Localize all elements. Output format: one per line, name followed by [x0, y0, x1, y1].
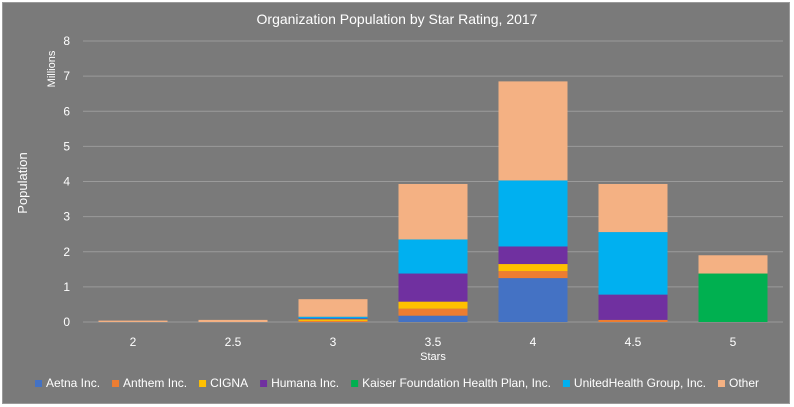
legend-item: Kaiser Foundation Health Plan, Inc. — [351, 376, 551, 390]
bar-segment — [298, 299, 368, 317]
gridlines — [83, 40, 783, 323]
bar-segment — [398, 301, 468, 309]
y-tick-label: 3 — [63, 210, 70, 224]
chart-title: Organization Population by Star Rating, … — [257, 11, 538, 27]
bar-segment — [498, 271, 568, 279]
legend-label: Kaiser Foundation Health Plan, Inc. — [362, 376, 551, 390]
bar-segment — [298, 318, 368, 320]
legend-swatch — [112, 380, 120, 387]
legend-label: UnitedHealth Group, Inc. — [574, 376, 706, 390]
x-tick-label: 4.5 — [625, 335, 642, 349]
legend-label: Aetna Inc. — [46, 376, 100, 390]
x-tick-label: 2 — [130, 335, 137, 349]
y-tick-labels: 0 1 2 3 4 5 6 7 8 — [63, 34, 70, 329]
bar-segment — [598, 232, 668, 295]
bar-segment — [298, 316, 368, 319]
bar-segment — [398, 315, 468, 322]
bar-segment — [298, 320, 368, 322]
bar-segment — [398, 308, 468, 316]
x-tick-label: 5 — [730, 335, 737, 349]
y-tick-label: 6 — [63, 104, 70, 118]
legend: Aetna Inc. Anthem Inc. CIGNA Humana Inc. Kai… — [34, 376, 759, 390]
legend-item: Anthem Inc. — [112, 376, 187, 390]
bar-segment — [498, 81, 568, 181]
bars — [98, 81, 768, 322]
bar-segment — [398, 273, 468, 302]
legend-swatch — [34, 380, 42, 387]
bar-segment — [698, 255, 768, 274]
stacked-bar-chart: Organization Population by Star Rating, … — [15, 11, 783, 390]
legend-item: Aetna Inc. — [34, 376, 100, 390]
y-tick-label: 4 — [63, 175, 70, 189]
legend-label: CIGNA — [210, 376, 248, 390]
bar-segment — [598, 183, 668, 233]
legend-swatch — [717, 380, 725, 387]
legend-label: Humana Inc. — [271, 376, 339, 390]
bar-segment — [98, 320, 168, 322]
x-tick-label: 3.5 — [425, 335, 442, 349]
x-tick-labels: 2 2.5 3 3.5 4 4.5 5 — [130, 335, 737, 349]
bar-segment — [298, 319, 368, 321]
legend-item: Humana Inc. — [260, 376, 339, 390]
bar-segment — [498, 278, 568, 322]
legend-label: Other — [729, 376, 759, 390]
bar-segment — [698, 273, 768, 322]
legend-item: Other — [717, 376, 759, 390]
legend-swatch — [260, 380, 268, 387]
x-tick-label: 2.5 — [225, 335, 242, 349]
bar-segment — [498, 264, 568, 272]
legend-swatch — [562, 380, 570, 387]
x-tick-label: 4 — [530, 335, 537, 349]
y-tick-label: 5 — [63, 139, 70, 153]
bar-segment — [398, 239, 468, 274]
x-axis-label: Stars — [420, 351, 446, 363]
y-axis-unit-label: Millions — [46, 50, 58, 87]
y-tick-label: 2 — [63, 245, 70, 259]
legend-swatch — [199, 380, 207, 387]
bar-segment — [398, 183, 468, 240]
bar-segment — [198, 319, 268, 322]
bar-segment — [498, 180, 568, 247]
bar-segment — [498, 246, 568, 265]
x-tick-label: 3 — [330, 335, 337, 349]
y-axis-label: Population — [15, 152, 30, 213]
legend-swatch — [351, 380, 359, 387]
legend-label: Anthem Inc. — [123, 376, 187, 390]
bar-segment — [598, 319, 668, 322]
legend-item: CIGNA — [199, 376, 248, 390]
bar-segment — [598, 294, 668, 320]
legend-item: UnitedHealth Group, Inc. — [562, 376, 706, 390]
y-tick-label: 8 — [63, 34, 70, 48]
y-tick-label: 1 — [63, 280, 70, 294]
y-tick-label: 7 — [63, 69, 70, 83]
y-tick-label: 0 — [63, 315, 70, 329]
